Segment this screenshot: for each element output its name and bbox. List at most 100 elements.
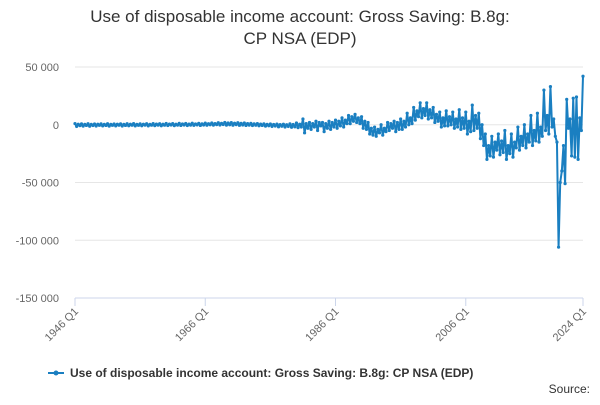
data-point [145,122,149,126]
title-line: Use of disposable income account: Gross … [90,7,510,26]
data-point [322,130,326,134]
data-point [508,152,512,156]
data-point [547,132,551,136]
data-point [436,119,440,123]
data-point [433,120,437,125]
data-point [359,115,364,119]
data-point [574,95,579,99]
data-point [395,120,399,125]
data-point [578,116,582,120]
data-point [488,154,492,158]
data-point [576,157,580,161]
data-point [229,120,233,125]
data-point [342,125,346,129]
data-point [268,122,272,126]
data-point [73,121,77,126]
data-point [348,121,352,126]
data-point [312,125,316,129]
data-point [449,123,453,127]
data-point [325,126,329,130]
data-point [372,125,377,129]
data-point [132,121,136,126]
data-point [298,122,302,126]
data-point [410,121,414,126]
data-point [486,143,491,148]
data-point [363,119,367,123]
data-point [434,112,439,116]
data-point [506,143,510,148]
data-point [337,119,341,123]
data-point [540,134,544,138]
data-point [496,132,500,136]
data-point [340,116,344,120]
data-point [105,122,110,126]
data-point [571,96,575,100]
data-point [446,124,450,128]
data-point [355,120,359,125]
data-point [333,118,338,122]
data-point [560,169,564,173]
data-point [418,101,422,105]
data-point [431,105,435,110]
data-point [400,127,404,131]
data-point [565,97,569,101]
data-point [369,126,373,130]
data-point [511,155,515,159]
data-point [329,127,333,131]
data-point [361,126,365,130]
data-point [307,120,312,125]
data-point [412,105,416,110]
data-point [289,125,294,129]
data-point [516,125,520,129]
data-point [539,125,543,129]
data-point [79,122,84,126]
data-point [327,119,331,123]
data-point [465,132,469,136]
y-tick-label: -100 000 [16,235,59,247]
data-point [521,143,525,148]
data-point [275,122,279,126]
data-point [75,124,79,129]
data-point [542,88,546,92]
data-point [397,127,401,131]
y-tick-label: 0 [53,120,59,132]
data-point [368,132,372,136]
chart-title: Use of disposable income account: Gross … [90,7,510,48]
data-point [304,121,308,126]
data-point [228,123,232,127]
x-tick-label: 2024 Q1 [551,306,589,344]
data-point [457,108,461,112]
data-point [283,125,287,129]
data-point [293,125,297,129]
data-point [581,74,585,78]
data-point [532,128,536,133]
data-point [561,143,566,148]
data-point [480,123,484,127]
data-point [462,126,466,130]
data-point [529,113,533,118]
data-point [415,109,419,113]
data-point [452,126,456,130]
data-point [379,123,383,127]
data-point [490,134,494,138]
data-point [86,122,90,126]
data-point [485,157,489,161]
data-point [387,128,391,133]
data-point [573,155,577,159]
data-point [386,120,390,125]
data-point [478,137,483,141]
data-point [530,143,535,148]
data-point [477,111,481,115]
data-point [428,108,432,112]
data-point [527,140,531,144]
data-point [439,125,443,129]
data-point [501,150,505,155]
data-point [470,103,474,107]
data-point [469,130,473,134]
data-point [314,119,318,123]
data-point [408,116,413,120]
data-point [276,125,281,129]
source: Source: [549,382,590,396]
data-point [223,120,227,125]
